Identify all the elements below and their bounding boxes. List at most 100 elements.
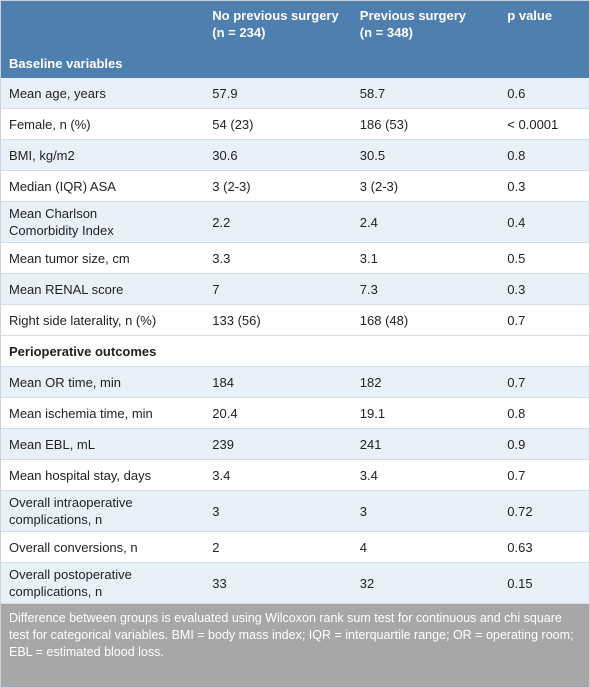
section-perioperative-outcomes: Perioperative outcomes xyxy=(1,336,589,367)
row-label: Mean Charlson Comorbidity Index xyxy=(1,205,204,239)
table-footnote: Difference between groups is evaluated u… xyxy=(1,604,589,687)
cell-p-value: 0.7 xyxy=(507,467,526,483)
row-label: Mean ischemia time, min xyxy=(1,405,204,422)
row-label-line: Overall postoperative xyxy=(9,567,132,582)
cell-no-previous-surgery: 3.3 xyxy=(212,250,231,266)
cell-p-value: 0.15 xyxy=(507,575,533,591)
cell-previous-surgery: 168 (48) xyxy=(359,312,409,328)
row-label-line: Mean age, years xyxy=(9,85,106,101)
cell-no-previous-surgery: 3.4 xyxy=(212,467,231,483)
column-header-count: (n = 234) xyxy=(212,25,266,40)
row-label: Mean tumor size, cm xyxy=(1,250,204,267)
row-label: Overall intraoperative complications, n xyxy=(1,494,204,528)
cell-p-value: 0.72 xyxy=(507,503,533,519)
column-header-label: Previous surgery xyxy=(359,8,467,23)
row-label: Right side laterality, n (%) xyxy=(1,312,204,329)
cell-previous-surgery: 3 (2-3) xyxy=(359,178,399,194)
cell-p-value: 0.7 xyxy=(507,374,526,390)
column-header-no-previous-surgery: No previous surgery (n = 234) xyxy=(204,7,352,41)
perioperative-rows: Mean OR time, min 184 182 0.7 Mean ischemia … xyxy=(1,367,589,604)
row-label: Overall conversions, n xyxy=(1,539,204,556)
cell-p-value: 0.3 xyxy=(507,281,526,297)
row-label: BMI, kg/m2 xyxy=(1,147,204,164)
cell-p-value: 0.3 xyxy=(507,178,526,194)
cell-previous-surgery: 186 (53) xyxy=(359,116,409,132)
cell-p-value: < 0.0001 xyxy=(507,116,559,132)
row-label-line: Mean Charlson xyxy=(9,206,98,221)
section-title: Perioperative outcomes xyxy=(9,343,157,359)
cell-previous-surgery: 3.4 xyxy=(359,467,378,483)
row-label-line: Overall intraoperative xyxy=(9,495,133,510)
cell-previous-surgery: 182 xyxy=(359,374,382,390)
cell-p-value: 0.8 xyxy=(507,147,526,163)
cell-no-previous-surgery: 2 xyxy=(212,539,220,555)
table-row: Mean tumor size, cm 3.3 3.1 0.5 xyxy=(1,243,589,274)
cell-p-value: 0.5 xyxy=(507,250,526,266)
table-row: Mean RENAL score 7 7.3 0.3 xyxy=(1,274,589,305)
cell-no-previous-surgery: 133 (56) xyxy=(212,312,261,328)
table-row: Overall postoperative complications, n 33 3… xyxy=(1,563,589,604)
row-label-line: complications, n xyxy=(9,512,103,527)
table-row: Female, n (%) 54 (23) 186 (53) < 0.0001 xyxy=(1,109,589,140)
row-label-line: Mean OR time, min xyxy=(9,374,121,390)
column-header-p-value: p value xyxy=(499,7,589,24)
cell-previous-surgery: 19.1 xyxy=(359,405,386,421)
table-row: Mean ischemia time, min 20.4 19.1 0.8 xyxy=(1,398,589,429)
row-label: Mean EBL, mL xyxy=(1,436,204,453)
baseline-rows: Mean age, years 57.9 58.7 0.6 Female, n (%) 5… xyxy=(1,78,589,336)
cell-previous-surgery: 3.1 xyxy=(359,250,378,266)
cell-p-value: 0.7 xyxy=(507,312,526,328)
table-row: Mean EBL, mL 239 241 0.9 xyxy=(1,429,589,460)
row-label: Overall postoperative complications, n xyxy=(1,566,204,600)
row-label-line: Mean RENAL score xyxy=(9,281,124,297)
table-row: Overall intraoperative complications, n 3 3… xyxy=(1,491,589,532)
table-row: Mean Charlson Comorbidity Index 2.2 2.4 0.4 xyxy=(1,202,589,243)
row-label-line: complications, n xyxy=(9,584,103,599)
cell-no-previous-surgery: 2.2 xyxy=(212,214,231,230)
row-label: Mean hospital stay, days xyxy=(1,467,204,484)
cell-p-value: 0.4 xyxy=(507,214,526,230)
row-label-line: Mean tumor size, cm xyxy=(9,250,130,266)
row-label: Mean OR time, min xyxy=(1,374,204,391)
cell-p-value: 0.63 xyxy=(507,539,533,555)
cell-previous-surgery: 3 xyxy=(359,503,368,519)
cell-no-previous-surgery: 184 xyxy=(212,374,234,390)
cell-p-value: 0.9 xyxy=(507,436,526,452)
table-row: BMI, kg/m2 30.6 30.5 0.8 xyxy=(1,140,589,171)
cell-no-previous-surgery: 3 xyxy=(212,503,220,519)
row-label-line: Right side laterality, n (%) xyxy=(9,312,157,328)
row-label-line: Mean ischemia time, min xyxy=(9,405,153,421)
row-label: Mean age, years xyxy=(1,85,204,102)
cell-previous-surgery: 4 xyxy=(359,539,368,555)
cell-no-previous-surgery: 239 xyxy=(212,436,234,452)
row-label-line: Mean hospital stay, days xyxy=(9,467,152,483)
cell-p-value: 0.6 xyxy=(507,85,526,101)
table-row: Mean hospital stay, days 3.4 3.4 0.7 xyxy=(1,460,589,491)
column-header-label: p value xyxy=(507,8,553,23)
row-label: Mean RENAL score xyxy=(1,281,204,298)
row-label-line: BMI, kg/m2 xyxy=(9,147,75,163)
column-header-previous-surgery: Previous surgery (n = 348) xyxy=(352,7,500,41)
row-label-line: Overall conversions, n xyxy=(9,539,138,555)
column-header-count: (n = 348) xyxy=(359,25,413,40)
column-header-label: No previous surgery xyxy=(212,8,339,23)
table-header: No previous surgery (n = 234) Previous s… xyxy=(1,1,589,78)
column-header-row: No previous surgery (n = 234) Previous s… xyxy=(1,1,589,48)
cell-no-previous-surgery: 7 xyxy=(212,281,220,297)
row-label-line: Median (IQR) ASA xyxy=(9,178,116,194)
cell-p-value: 0.8 xyxy=(507,405,526,421)
cell-previous-surgery: 30.5 xyxy=(359,147,386,163)
cell-previous-surgery: 32 xyxy=(359,575,375,591)
cell-previous-surgery: 7.3 xyxy=(359,281,378,297)
cell-no-previous-surgery: 3 (2-3) xyxy=(212,178,251,194)
row-label: Female, n (%) xyxy=(1,116,204,133)
cell-previous-surgery: 58.7 xyxy=(359,85,386,101)
row-label-line: Female, n (%) xyxy=(9,116,91,132)
cell-no-previous-surgery: 20.4 xyxy=(212,405,238,421)
table-row: Mean OR time, min 184 182 0.7 xyxy=(1,367,589,398)
table-row: Median (IQR) ASA 3 (2-3) 3 (2-3) 0.3 xyxy=(1,171,589,202)
row-label: Median (IQR) ASA xyxy=(1,178,204,195)
cell-previous-surgery: 2.4 xyxy=(359,214,378,230)
row-label-line: Comorbidity Index xyxy=(9,223,114,238)
